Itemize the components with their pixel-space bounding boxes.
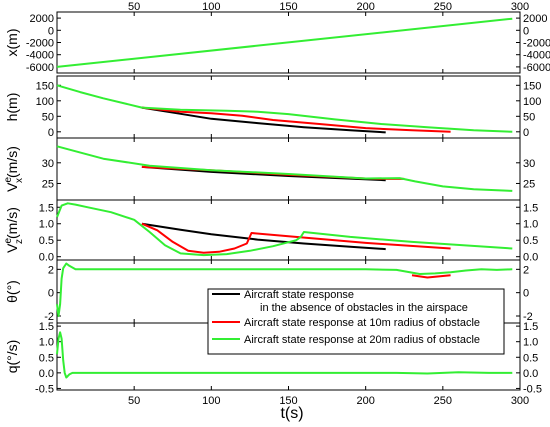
y-tick-label-right: 1.0 xyxy=(523,219,538,231)
legend-label: Aircraft state response xyxy=(244,289,354,301)
y-tick-label-left: 2000 xyxy=(30,13,54,25)
y-tick-label-right: 0 xyxy=(523,288,529,300)
y-tick-label-left: 25 xyxy=(42,178,54,190)
panel-frame xyxy=(56,137,521,201)
y-tick-label-left: 30 xyxy=(42,158,54,170)
y-tick-label-left: 0 xyxy=(48,288,54,300)
y-tick-label-right: 2000 xyxy=(523,13,547,25)
y-tick-label-left: 1.0 xyxy=(39,337,54,349)
x-tick-label-top: 100 xyxy=(202,1,220,13)
panel-h: 0 0 50 50 100 100 150 150 h(m) xyxy=(4,75,541,139)
y-tick-label-right: -6000 xyxy=(523,62,550,74)
y-tick-label-left: 0 xyxy=(48,25,54,37)
y-tick-label-right: -2000 xyxy=(523,38,550,50)
y-tick-label-left: 50 xyxy=(42,111,54,123)
y-tick-label-left: 0.0 xyxy=(39,368,54,380)
y-tick-label-left: 1.5 xyxy=(39,321,54,333)
y-tick-label-left: -4000 xyxy=(26,50,54,62)
x-tick-label-bottom: 300 xyxy=(511,395,529,407)
legend-label-line2: in the absence of obstacles in the airsp… xyxy=(260,302,468,314)
y-tick-label-right: -2 xyxy=(523,311,533,323)
y-tick-label-left: 2 xyxy=(48,264,54,276)
x-axis-title: t(s) xyxy=(280,405,303,422)
y-tick-label-right: 0.5 xyxy=(523,235,538,247)
y-tick-label-left: 0.0 xyxy=(39,252,54,264)
series-line-green xyxy=(56,202,513,257)
y-tick-label-right: 0.0 xyxy=(523,252,538,264)
y-tick-label-left: 1.0 xyxy=(39,219,54,231)
legend-label: Aircraft state response at 20m radius of… xyxy=(244,334,480,346)
x-tick-label-top: 200 xyxy=(356,1,374,13)
y-axis-label: Vez(m/s) xyxy=(3,207,25,253)
series-line-green xyxy=(56,145,513,192)
x-tick-label-top: 300 xyxy=(511,1,529,13)
series-line-green xyxy=(56,262,513,317)
legend-box xyxy=(207,288,505,355)
y-tick-label-left: 0.5 xyxy=(39,235,54,247)
y-tick-label-right: 0 xyxy=(523,127,529,139)
y-tick-label-right: 1.5 xyxy=(523,202,538,214)
y-tick-label-right: 150 xyxy=(523,80,541,92)
x-tick-label-bottom: 200 xyxy=(356,395,374,407)
y-axis-label: Vex(m/s) xyxy=(3,146,25,192)
y-tick-label-right: 0.0 xyxy=(523,368,538,380)
y-tick-label-left: 100 xyxy=(36,96,54,108)
x-tick-label-top: 150 xyxy=(279,1,297,13)
series-line-black xyxy=(141,106,386,134)
panel-frame xyxy=(56,199,521,261)
y-axis-label: h(m) xyxy=(4,93,20,122)
y-tick-label-left: 0 xyxy=(48,127,54,139)
x-tick-label-top: 250 xyxy=(434,1,452,13)
y-tick-label-right: 2 xyxy=(523,264,529,276)
y-axis-label: θ(°) xyxy=(4,280,20,303)
y-tick-label-left: -6000 xyxy=(26,62,54,74)
series-line-red xyxy=(141,106,451,133)
x-tick-label-bottom: 250 xyxy=(434,395,452,407)
y-axis-label: x(m) xyxy=(4,29,20,57)
panel-vz: 0.0 0.0 0.5 0.5 1.0 1.0 1.5 1.5 Vez(m/s) xyxy=(3,199,538,264)
y-tick-label-right: 50 xyxy=(523,111,535,123)
panel-q: -0.5 -0.5 0.0 0.0 0.5 0.5 1.0 1.0 1.5 1.5 q(°/s) xyxy=(4,321,542,395)
y-tick-label-right: 1.0 xyxy=(523,337,538,349)
y-tick-label-left: 150 xyxy=(36,80,54,92)
y-tick-label-left: -0.5 xyxy=(35,383,54,395)
y-tick-label-right: 0 xyxy=(523,25,529,37)
y-tick-label-left: -2 xyxy=(44,311,54,323)
y-axis-label: q(°/s) xyxy=(4,340,20,374)
y-tick-label-left: 0.5 xyxy=(39,352,54,364)
y-tick-label-right: 1.5 xyxy=(523,321,538,333)
panel-vx: 25 25 30 30 Vex(m/s) xyxy=(3,137,535,201)
series-line-green xyxy=(56,17,513,68)
x-tick-label-top: 50 xyxy=(128,1,140,13)
series-line-black xyxy=(141,222,386,251)
x-tick-label-bottom: 50 xyxy=(128,395,140,407)
y-tick-label-right: 100 xyxy=(523,96,541,108)
legend-label: Aircraft state response at 10m radius of… xyxy=(244,317,480,329)
y-tick-label-right: 30 xyxy=(523,158,535,170)
y-tick-label-right: 25 xyxy=(523,178,535,190)
series-line-red xyxy=(411,274,451,279)
y-tick-label-left: 1.5 xyxy=(39,202,54,214)
series-line-red xyxy=(141,222,451,254)
y-tick-label-right: -4000 xyxy=(523,50,550,62)
series-line-green xyxy=(56,331,513,379)
y-tick-label-right: 0.5 xyxy=(523,352,538,364)
series-line-green xyxy=(56,84,513,133)
x-tick-label-bottom: 100 xyxy=(202,395,220,407)
y-tick-label-left: -2000 xyxy=(26,38,54,50)
y-tick-label-right: -0.5 xyxy=(523,383,542,395)
x-tick-label-bottom: 150 xyxy=(279,395,297,407)
